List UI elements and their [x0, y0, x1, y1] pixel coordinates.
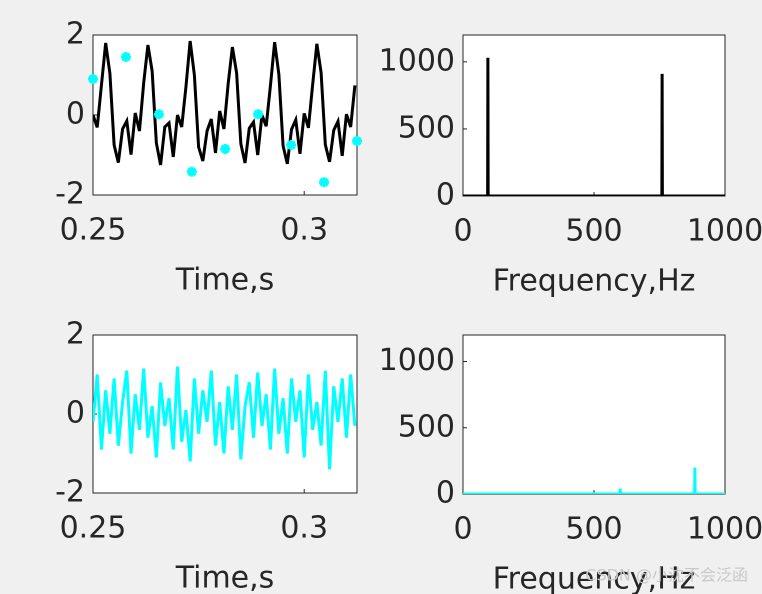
x-tick-label: 0.3: [280, 511, 328, 546]
x-tick-label: 500: [565, 512, 622, 547]
x-axis-label: Frequency,Hz: [493, 562, 696, 594]
plot-area: [93, 40, 357, 166]
axes-box: [462, 34, 726, 197]
y-tick-label: 0: [436, 178, 455, 213]
marker: [286, 140, 297, 150]
axes-box: [462, 334, 726, 495]
y-tick-label: 0: [66, 396, 85, 431]
x-tick-label: 1000: [687, 214, 762, 249]
plot-area: [93, 366, 357, 470]
x-tick-label: 0.3: [280, 213, 328, 248]
y-tick-label: 500: [398, 409, 455, 444]
marker: [88, 74, 98, 84]
y-tick-label: -2: [55, 177, 85, 212]
marker: [352, 136, 362, 146]
x-axis-label: Frequency,Hz: [493, 264, 696, 299]
y-tick-label: 0: [436, 476, 455, 511]
data-line: [463, 467, 725, 494]
y-tick-label: 1000: [379, 343, 455, 378]
marker: [153, 109, 164, 120]
x-axis-label: Time,s: [175, 561, 275, 594]
data-line: [93, 40, 357, 166]
y-tick-label: 2: [66, 317, 85, 352]
x-tick-label: 0.25: [60, 213, 127, 248]
data-line: [463, 57, 725, 196]
x-tick-label: 500: [565, 214, 622, 249]
x-axis-label: Time,s: [175, 263, 275, 298]
x-tick-label: 1000: [687, 512, 762, 547]
y-tick-label: 0: [66, 97, 85, 132]
watermark: CSDN @小沈不会泛函: [585, 566, 748, 585]
plot-area: [463, 57, 725, 196]
x-tick-label: 0: [453, 512, 472, 547]
data-line: [93, 366, 357, 470]
marker: [120, 52, 131, 62]
plot-area: [463, 467, 725, 494]
x-tick-label: 0.25: [60, 511, 127, 546]
marker: [253, 109, 264, 120]
y-tick-label: 2: [66, 17, 85, 52]
marker: [220, 144, 231, 154]
marker: [186, 166, 197, 177]
x-tick-label: 0: [453, 214, 472, 249]
y-tick-label: 500: [398, 110, 455, 145]
y-tick-label: 1000: [379, 43, 455, 78]
marker: [319, 177, 330, 188]
y-tick-label: -2: [55, 475, 85, 510]
